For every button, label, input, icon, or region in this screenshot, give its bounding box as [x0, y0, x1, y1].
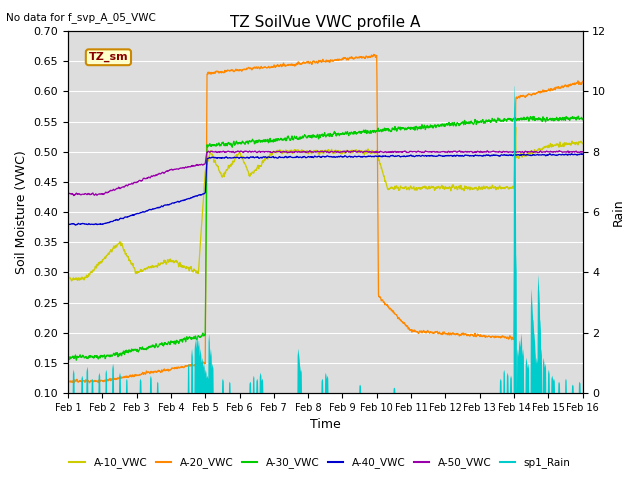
- Y-axis label: Rain: Rain: [612, 198, 625, 226]
- Y-axis label: Soil Moisture (VWC): Soil Moisture (VWC): [15, 150, 28, 274]
- Text: No data for f_svp_A_05_VWC: No data for f_svp_A_05_VWC: [6, 12, 156, 23]
- Title: TZ SoilVue VWC profile A: TZ SoilVue VWC profile A: [230, 15, 420, 30]
- X-axis label: Time: Time: [310, 419, 340, 432]
- Legend: A-10_VWC, A-20_VWC, A-30_VWC, A-40_VWC, A-50_VWC, sp1_Rain: A-10_VWC, A-20_VWC, A-30_VWC, A-40_VWC, …: [65, 453, 575, 472]
- Text: TZ_sm: TZ_sm: [88, 52, 128, 62]
